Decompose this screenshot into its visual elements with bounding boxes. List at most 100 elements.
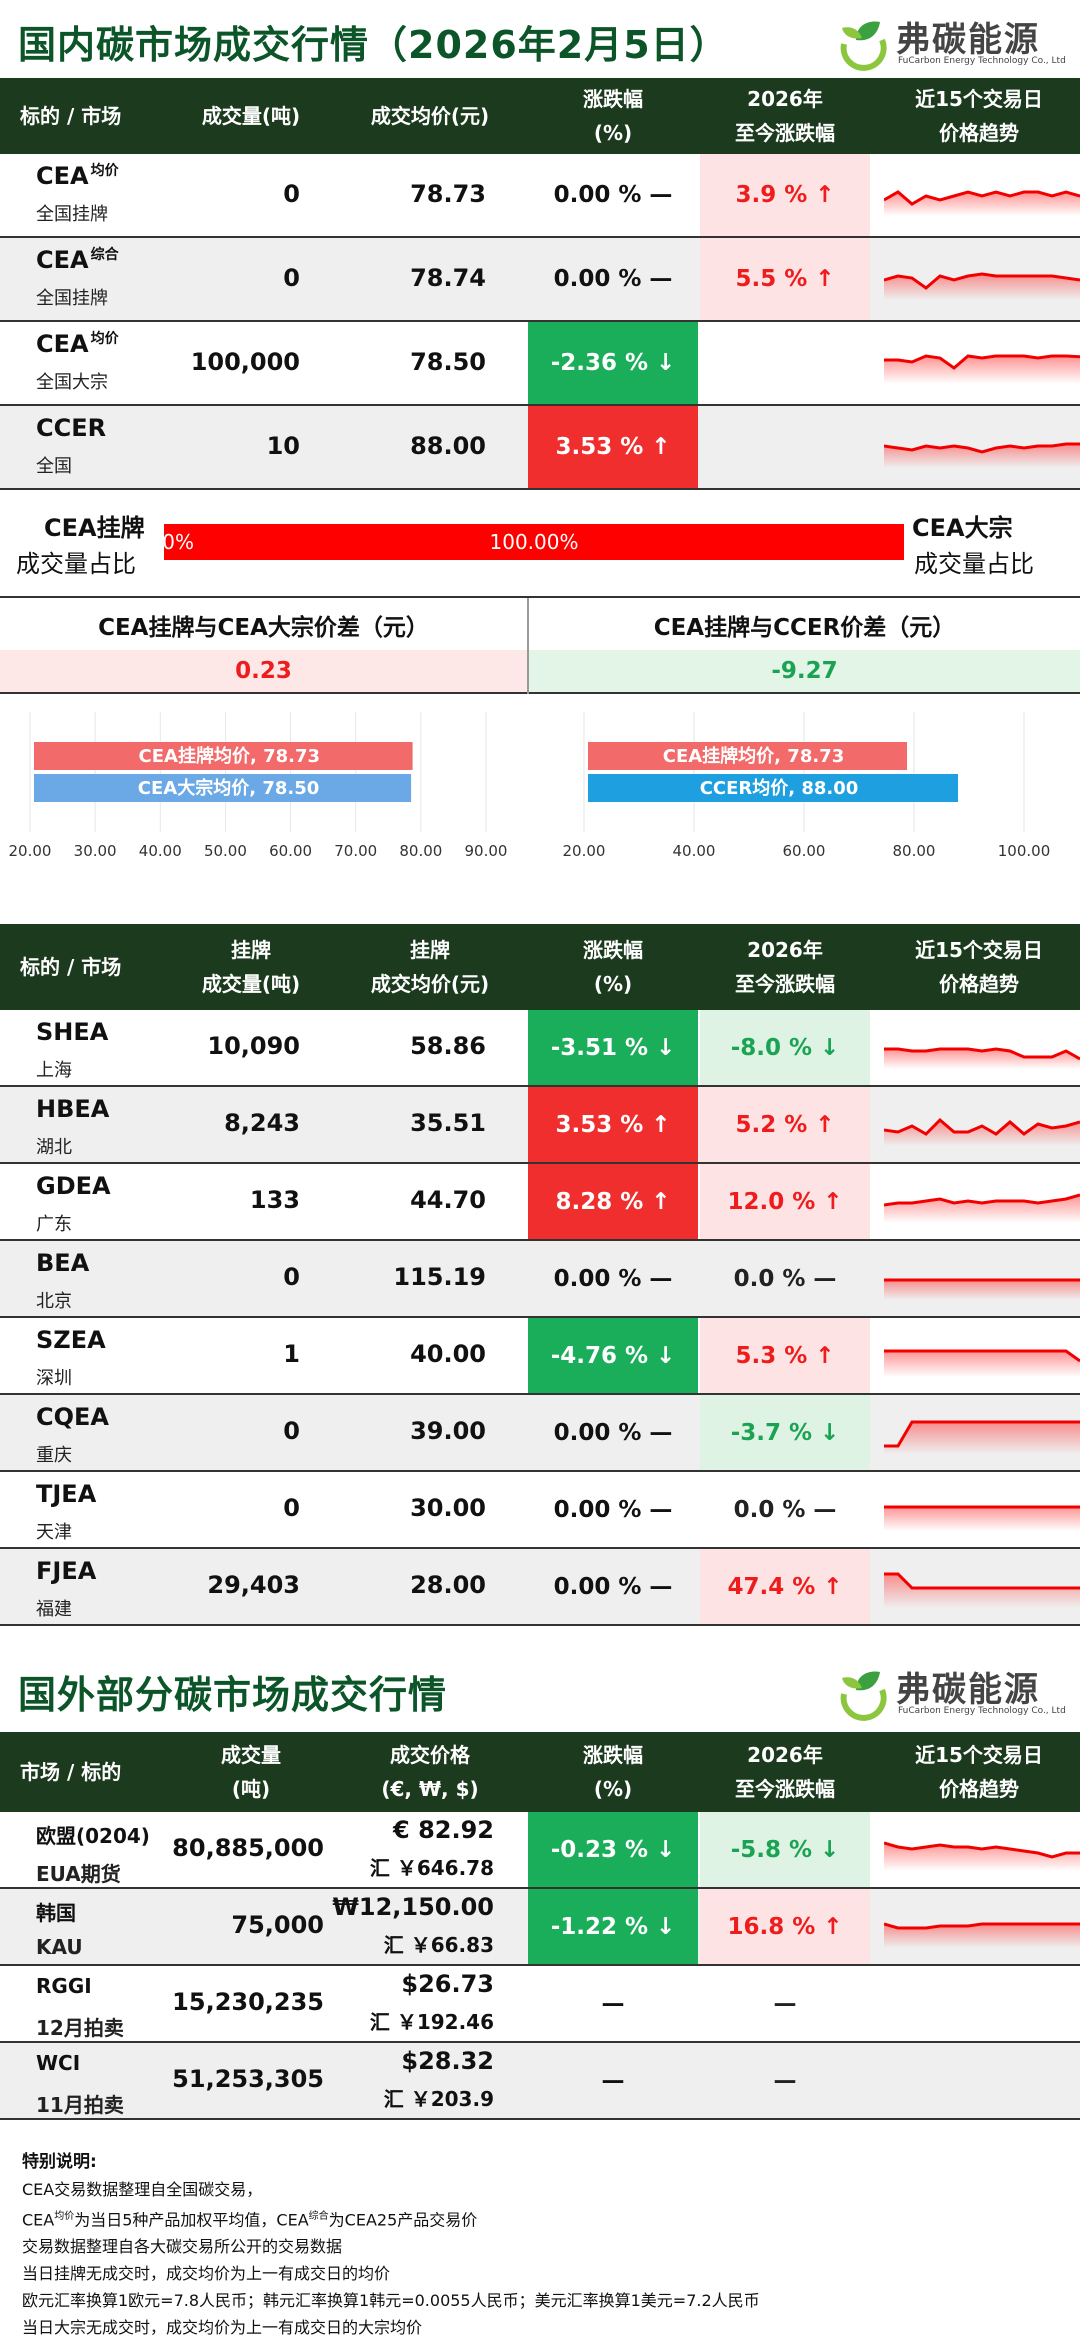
column-header: 成交量 (吨): [221, 1743, 281, 1801]
x-tick-label: 80.00: [893, 842, 936, 860]
domestic-title: 国内碳市场成交行情（2026年2月5日）: [18, 23, 729, 67]
row-name: CCER: [36, 414, 106, 442]
row-sub: 全国挂牌: [36, 204, 108, 225]
row-price: 58.86: [410, 1032, 486, 1060]
note-line: 为CEA25产品交易价: [328, 2210, 478, 2230]
trend-sparkline: [884, 1193, 1080, 1223]
row-price: ₩12,150.00: [332, 1893, 494, 1921]
row-name: CEA 均价: [36, 162, 119, 190]
x-tick-label: 60.00: [269, 842, 312, 860]
row-name-text: 韩国: [36, 1901, 76, 1925]
note-line: 为当日5种产品加权平均值，CEA: [74, 2210, 309, 2230]
row-price: 78.74: [410, 264, 486, 292]
row-name-text: HBEA: [36, 1095, 110, 1123]
row-price-rmb: 汇 ￥203.9: [383, 2087, 494, 2111]
row-name-sup: 综合: [90, 247, 119, 263]
row-price: 44.70: [410, 1186, 486, 1214]
x-tick-label: 40.00: [673, 842, 716, 860]
row-price: $28.32: [401, 2047, 494, 2075]
note-line: CEA交易数据整理自全国碳交易，: [22, 2180, 263, 2199]
row-change: 0.00 % —: [553, 266, 673, 292]
leaf-logo-icon: [840, 1671, 887, 1721]
diff-left-value: 0.23: [0, 650, 527, 692]
column-header: 近15个交易日 价格趋势: [915, 938, 1043, 996]
table-row: BEA 北京 0 115.19 0.00 % — 0.0 % —: [0, 1241, 1080, 1318]
row-volume: 1: [283, 1340, 300, 1368]
column-header: 2026年 至今涨跌幅: [735, 87, 835, 145]
row-price-rmb: 汇 ￥66.83: [383, 1933, 494, 1957]
row-change: 3.53 % ↑: [528, 406, 698, 488]
domestic-header: 国内碳市场成交行情（2026年2月5日） 弗碳能源 FuCarbon Energ…: [0, 0, 1080, 78]
x-tick-label: 20.00: [9, 842, 52, 860]
row-volume: 0: [283, 1494, 300, 1522]
row-name: WCI: [36, 2051, 80, 2075]
row-sub: 上海: [36, 1060, 72, 1081]
note-line: 当日大宗无成交时，成交均价为上一有成交日的大宗均价: [22, 2318, 423, 2338]
column-header: 2026年 至今涨跌幅: [735, 1743, 835, 1801]
row-ytd: -8.0 % ↓: [700, 1010, 870, 1085]
column-header: 成交价格 (€, ₩, $): [381, 1743, 479, 1801]
row-ytd: 47.4 % ↑: [700, 1549, 870, 1624]
row-name: SHEA: [36, 1018, 108, 1046]
column-header: 标的 / 市场: [20, 104, 122, 128]
row-volume: 133: [249, 1186, 300, 1214]
bar-label: CEA挂牌均价, 78.73: [139, 745, 320, 767]
row-name-text: CEA: [36, 330, 89, 358]
foreign-table-header: 市场 / 标的 成交量 (吨) 成交价格 (€, ₩, $) 涨跌幅 (%) 2026年…: [0, 1732, 1080, 1812]
row-ytd: -5.8 % ↓: [700, 1812, 870, 1887]
row-price: 39.00: [410, 1417, 486, 1445]
row-change: —: [601, 1990, 625, 2017]
trend-sparkline: [884, 272, 1080, 300]
column-header: 近15个交易日 价格趋势: [915, 87, 1043, 145]
column-header: 成交均价(元): [370, 104, 490, 128]
row-sub: EUA期货: [36, 1862, 121, 1886]
bar: [588, 774, 958, 802]
row-name: CQEA: [36, 1403, 109, 1431]
foreign-header: 国外部分碳市场成交行情 弗碳能源 FuCarbon Energy Technol…: [0, 1650, 1080, 1728]
row-name-text: CCER: [36, 414, 107, 442]
row-change: -2.36 % ↓: [528, 322, 698, 404]
trend-sparkline: [884, 190, 1080, 216]
row-sub: 12月拍卖: [36, 2016, 124, 2040]
row-sub: 全国大宗: [36, 372, 108, 393]
row-price: 78.73: [410, 180, 486, 208]
table-row: SZEA 深圳 1 40.00 -4.76 % ↓ 5.3 % ↑: [0, 1318, 1080, 1395]
table-row: TJEA 天津 0 30.00 0.00 % — 0.0 % —: [0, 1472, 1080, 1549]
trend-sparkline: [884, 1420, 1080, 1454]
share-bar: 0.00% 100.00%: [164, 524, 904, 560]
row-change: -0.23 % ↓: [528, 1812, 698, 1887]
row-price-rmb: 汇 ￥646.78: [369, 1856, 494, 1880]
row-sub: 全国: [36, 456, 72, 477]
row-sub: 11月拍卖: [36, 2093, 124, 2117]
logo-text: 弗碳能源: [896, 20, 1040, 60]
row-name-text: 欧盟(0204): [36, 1824, 150, 1848]
column-header: 成交量(吨): [201, 104, 301, 128]
row-name-sup: 均价: [90, 331, 119, 347]
notes-title: 特别说明:: [22, 2152, 97, 2172]
row-volume: 0: [283, 180, 300, 208]
x-tick-label: 20.00: [563, 842, 606, 860]
trend-sparkline: [884, 1117, 1080, 1146]
row-change: -4.76 % ↓: [528, 1318, 698, 1393]
row-ytd: 0.0 % —: [733, 1496, 837, 1523]
row-ytd: 5.5 % ↑: [700, 238, 870, 320]
row-name: 欧盟(0204): [36, 1820, 150, 1849]
column-header: 挂牌 成交量(吨): [201, 938, 301, 996]
table-row: CEA 均价 全国大宗 100,000 78.50 -2.36 % ↓: [0, 322, 1080, 406]
x-tick-label: 60.00: [783, 842, 826, 860]
row-change: 0.00 % —: [553, 182, 673, 208]
row-name: TJEA: [36, 1480, 96, 1508]
table-row: CEA 综合 全国挂牌 0 78.74 0.00 % — 5.5 % ↑: [0, 238, 1080, 322]
share-left-title: CEA挂牌: [44, 514, 145, 542]
row-name: RGGI: [36, 1974, 92, 1998]
row-price: $26.73: [401, 1970, 494, 1998]
column-header: 2026年 至今涨跌幅: [735, 938, 835, 996]
row-name: 韩国: [36, 1897, 76, 1926]
row-change: 3.53 % ↑: [528, 1087, 698, 1162]
row-name: BEA: [36, 1249, 89, 1277]
row-ytd: —: [773, 2067, 797, 2094]
company-logo: 弗碳能源 FuCarbon Energy Technology Co., Ltd: [834, 8, 1066, 76]
row-sub: 湖北: [36, 1137, 72, 1158]
trend-sparkline: [884, 442, 1080, 468]
bar: [588, 742, 908, 770]
